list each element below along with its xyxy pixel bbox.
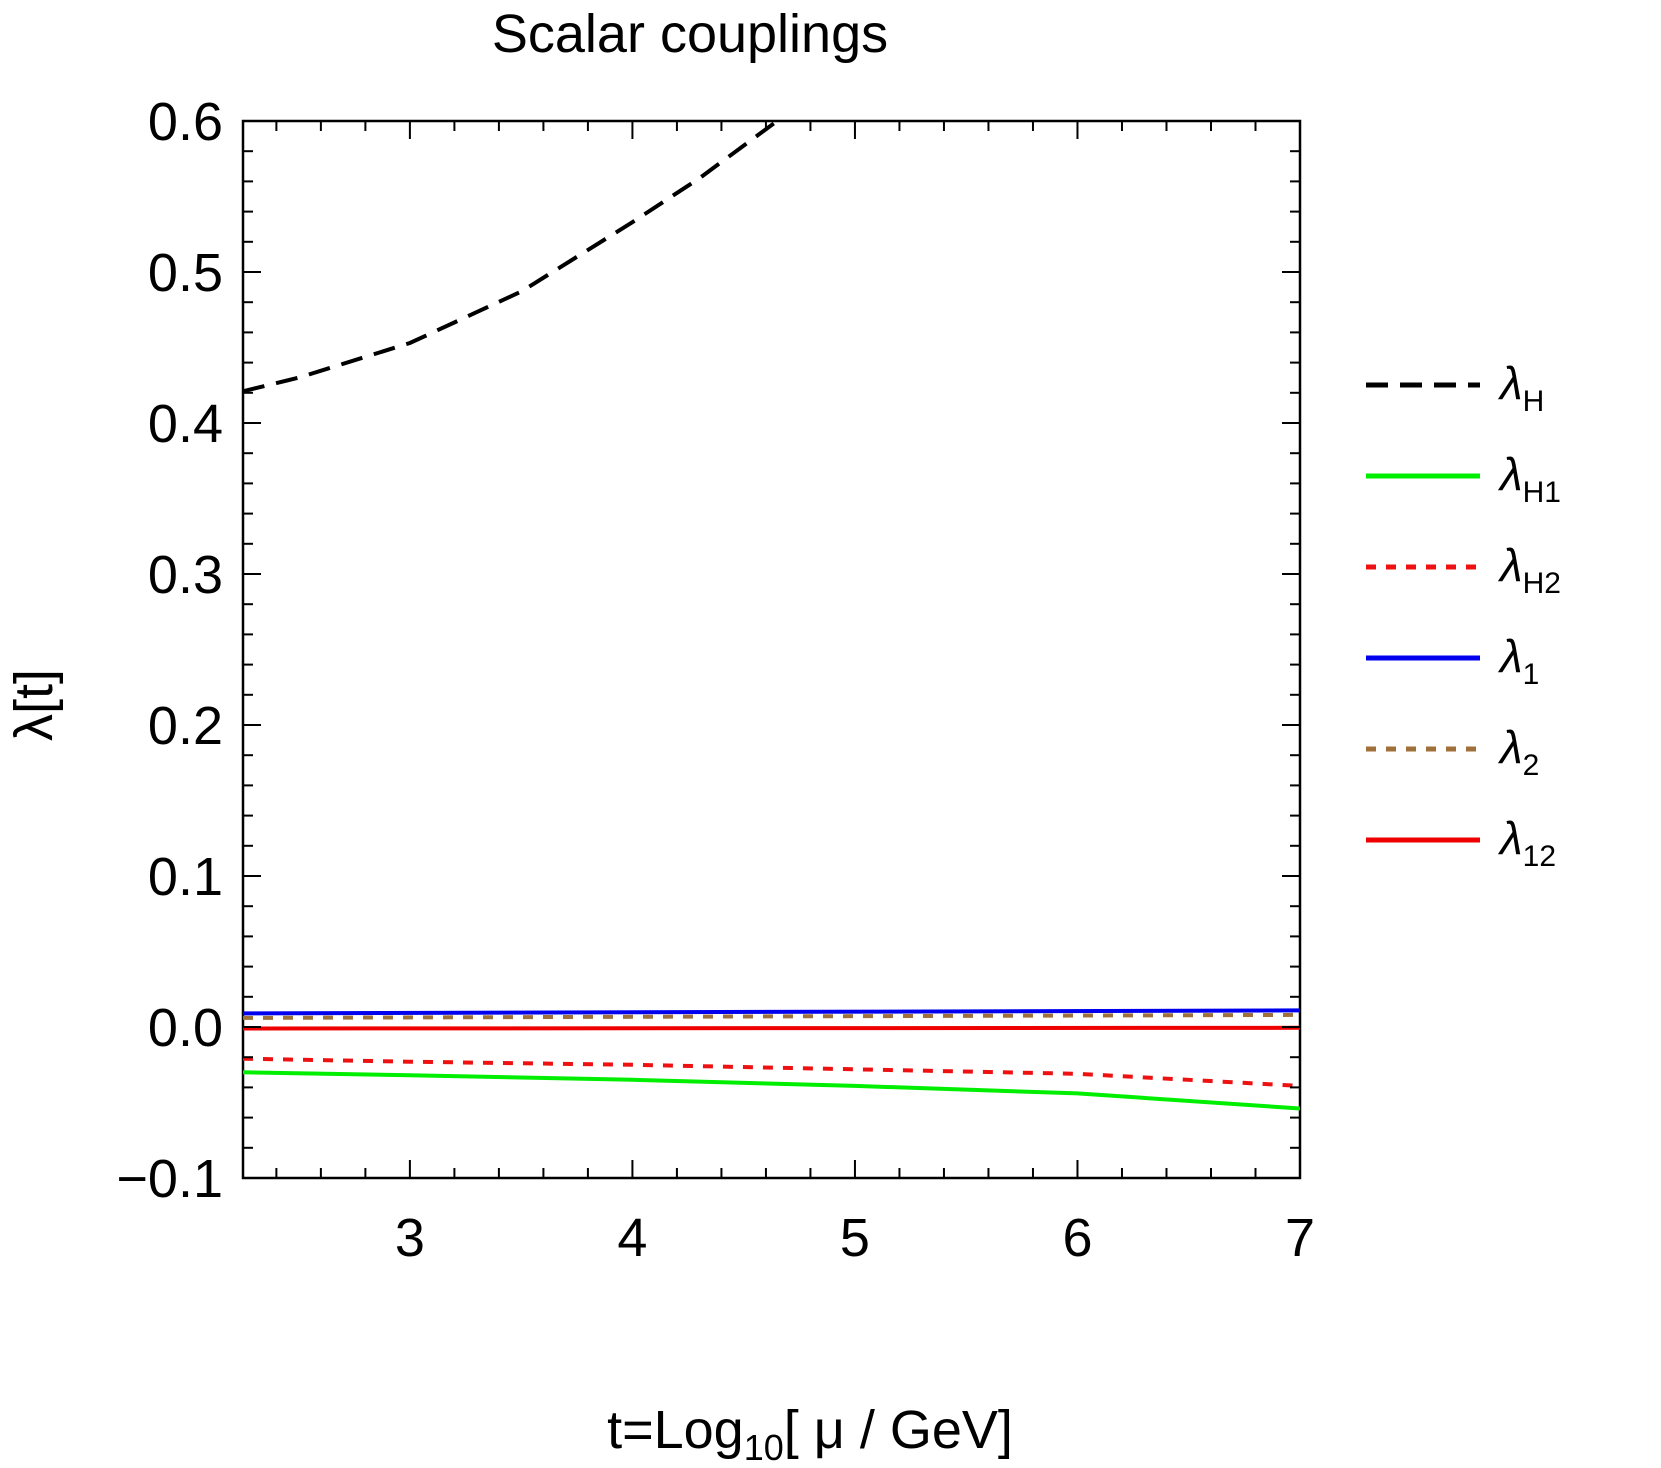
legend-entry-label: λ1 [1497, 630, 1539, 691]
legend-symbol: λ [1497, 630, 1523, 682]
series-line-h2 [243, 1056, 1300, 1088]
legend-entry-label: λH [1497, 357, 1544, 418]
legend-symbol: λ [1497, 539, 1523, 591]
x-axis-label-prefix: t=Log [607, 1400, 744, 1460]
x-tick-label: 5 [840, 1208, 870, 1268]
y-axis-ticks: −0.1 0.0 0.1 0.2 0.3 0.4 0.5 0.6 [116, 92, 1300, 1209]
legend-symbol: λ [1497, 812, 1523, 864]
legend-entry-label: λ2 [1497, 721, 1539, 782]
series-line-1 [243, 1008, 1300, 1016]
series-line-2 [243, 1012, 1300, 1020]
x-tick-label: 7 [1285, 1208, 1315, 1268]
legend-symbol: λ [1497, 721, 1523, 773]
legend-subscript: H [1523, 385, 1545, 418]
y-tick-label: 0.4 [148, 394, 223, 454]
y-tick-label: 0.3 [148, 545, 223, 605]
plot-area [241, 119, 1302, 1180]
plot-frame [241, 119, 1302, 1180]
series-line-h [243, 121, 779, 394]
legend-subscript: H2 [1523, 567, 1561, 600]
legend-symbol: λ [1497, 357, 1523, 409]
legend-subscript: 12 [1523, 840, 1556, 873]
x-tick-label: 4 [617, 1208, 647, 1268]
x-tick-label: 6 [1062, 1208, 1092, 1268]
x-axis-label-subscript: 10 [744, 1427, 784, 1468]
series-layer [243, 121, 1300, 1111]
chart-title: Scalar couplings [492, 4, 888, 64]
y-tick-label: 0.6 [148, 92, 223, 152]
x-axis-ticks: 3 4 5 6 7 [275, 121, 1315, 1268]
legend-subscript: 1 [1523, 658, 1540, 691]
y-tick-label: −0.1 [116, 1149, 223, 1209]
x-axis-label-suffix: [ μ / GeV] [784, 1400, 1013, 1460]
series-line-12 [243, 1025, 1300, 1031]
x-tick-label: 3 [395, 1208, 425, 1268]
legend-entry-label: λH1 [1497, 448, 1561, 509]
legend-entry-label: λ12 [1497, 812, 1556, 873]
legend-symbol: λ [1497, 448, 1523, 500]
legend-subscript: H1 [1523, 476, 1561, 509]
y-tick-label: 0.5 [148, 243, 223, 303]
y-tick-label: 0.2 [148, 696, 223, 756]
legend-subscript: 2 [1523, 749, 1540, 782]
y-tick-label: 0.1 [148, 847, 223, 907]
y-axis-label: λ[t] [4, 669, 64, 741]
legend-entry-label: λH2 [1497, 539, 1561, 600]
y-tick-label: 0.0 [148, 998, 223, 1058]
series-line-h1 [243, 1070, 1300, 1111]
x-axis-label: t=Log10[ μ / GeV] [607, 1400, 1013, 1468]
